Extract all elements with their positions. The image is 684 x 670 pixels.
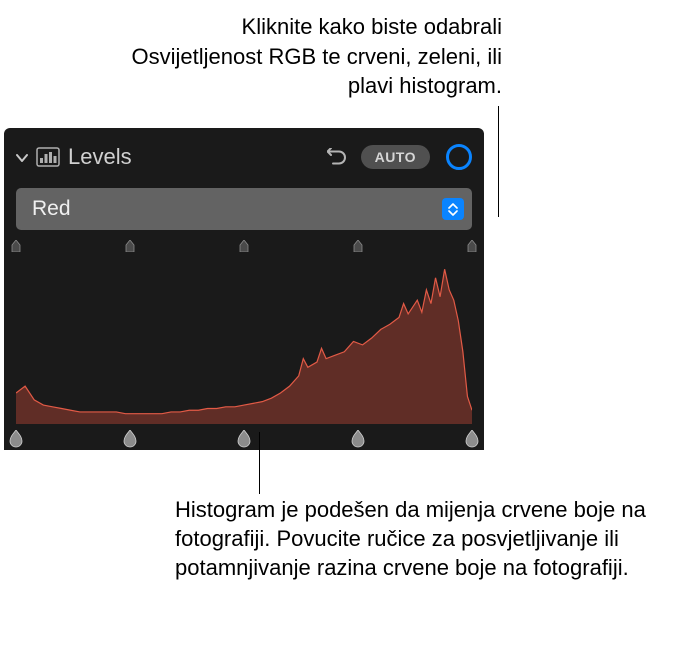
histogram-top-tick[interactable] (353, 240, 363, 252)
histogram-handle[interactable] (350, 430, 366, 448)
callout-top: Kliknite kako biste odabrali Osvijetljen… (122, 12, 502, 101)
histogram-top-ticks (16, 240, 472, 252)
panel-header: Levels AUTO (16, 138, 472, 176)
histogram-top-tick[interactable] (467, 240, 477, 252)
channel-select-label: Red (32, 197, 71, 221)
histogram-handle[interactable] (8, 430, 24, 448)
histogram-chart (16, 252, 472, 424)
levels-icon (36, 147, 60, 167)
disclosure-chevron-icon[interactable] (16, 151, 28, 163)
auto-button[interactable]: AUTO (361, 145, 430, 169)
histogram-handle[interactable] (122, 430, 138, 448)
histogram-handle[interactable] (464, 430, 480, 448)
enable-ring-icon[interactable] (446, 144, 472, 170)
channel-select[interactable]: Red (16, 188, 472, 230)
histogram-top-tick[interactable] (11, 240, 21, 252)
panel-title: Levels (68, 144, 319, 170)
histogram-top-tick[interactable] (239, 240, 249, 252)
histogram-top-tick[interactable] (125, 240, 135, 252)
histogram-bottom-handles (16, 428, 472, 450)
callout-bottom: Histogram je podešen da mijenja crvene b… (175, 495, 665, 582)
histogram-region (16, 240, 472, 450)
select-arrows-icon (442, 198, 464, 220)
callout-line-top (498, 106, 499, 217)
callout-line-bottom (259, 432, 260, 494)
undo-icon[interactable] (327, 148, 347, 166)
levels-panel: Levels AUTO Red (4, 128, 484, 450)
histogram-handle[interactable] (236, 430, 252, 448)
